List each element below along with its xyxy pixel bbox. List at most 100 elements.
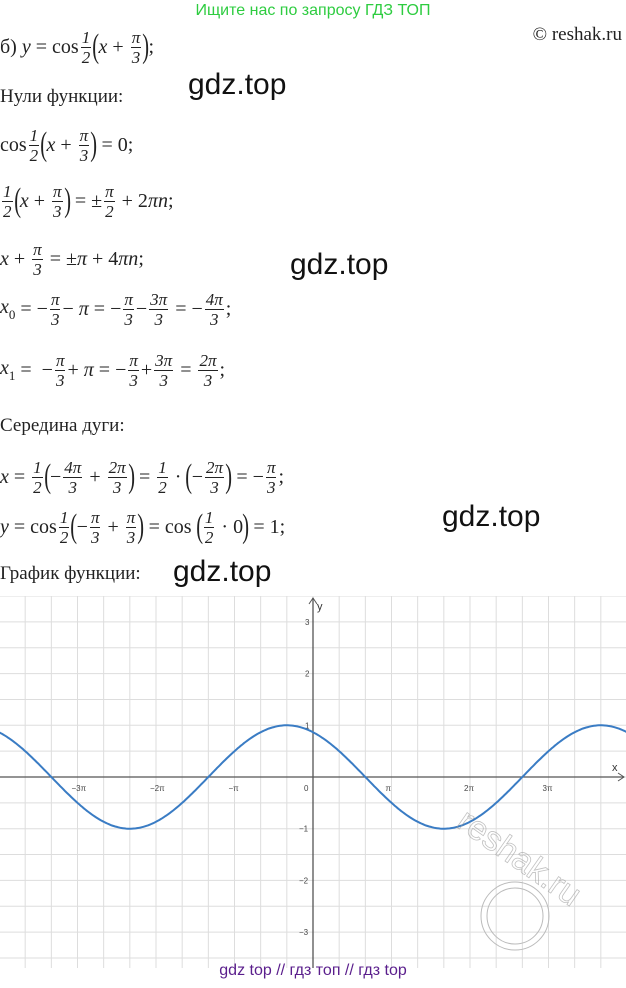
fraction-denominator: 3 — [68, 477, 78, 497]
x-tick-label: 2π — [464, 784, 474, 793]
math-text: = — [175, 358, 197, 381]
math-text: = − — [231, 465, 264, 488]
search-banner: Ищите нас по запросу ГДЗ ТОП — [195, 2, 431, 19]
math-variable: x — [0, 247, 9, 270]
label-zeros: Нули функции: — [0, 86, 124, 107]
formula-mid-y: y = cos 1 2(− π 3 + π 3) = cos (1 2 · 0) = 1; — [0, 502, 285, 552]
fraction-denominator: 3 — [131, 47, 141, 67]
fraction-denominator: 3 — [203, 370, 213, 390]
math-text: · 0 — [216, 515, 244, 538]
math-variable: y — [21, 35, 31, 58]
fraction-numerator: π — [32, 239, 43, 260]
fraction-numerator: 2π — [205, 457, 225, 478]
y-axis-arrow-icon — [308, 597, 318, 605]
math-text: ; — [138, 247, 144, 270]
fraction-denominator: 3 — [124, 309, 133, 329]
footer-links: gdz top // гдз топ // гдз top — [219, 962, 407, 979]
math-text: − — [76, 515, 88, 538]
label-arc-mid: Середина дуги: — [0, 415, 125, 436]
math-text: = — [133, 465, 156, 488]
math-paren: ( — [195, 508, 203, 545]
math-text: + 4 — [87, 247, 119, 270]
copyright-watermark-icon — [486, 887, 544, 945]
fraction-denominator: 2 — [105, 201, 114, 221]
math-text: ; — [148, 35, 155, 58]
math-text: = − — [88, 297, 122, 320]
math-variable: x — [0, 465, 9, 488]
math-text: + — [84, 465, 106, 488]
fraction-numerator: 1 — [58, 507, 70, 528]
fraction-numerator: 1 — [2, 181, 13, 202]
fraction-denominator: 2 — [59, 527, 69, 547]
math-variable: πn — [147, 189, 168, 212]
watermark-text: reshak.ru — [450, 801, 588, 913]
math-variable: x — [98, 35, 108, 58]
fraction-denominator: 3 — [55, 370, 65, 390]
formula-function: б) y = cos 1 2(x + π 3); — [0, 22, 154, 72]
math-paren: ( — [40, 126, 48, 163]
fraction-numerator: 1 — [80, 27, 92, 48]
fraction-numerator: 1 — [157, 457, 168, 478]
fraction-denominator: 3 — [210, 477, 219, 497]
math-text: = — [8, 465, 31, 488]
math-fraction: 2π 3 — [205, 457, 225, 497]
fraction-numerator: π — [123, 289, 134, 310]
math-paren: ) — [127, 458, 135, 495]
fraction-denominator: 3 — [50, 309, 60, 329]
x-axis-arrow-icon — [617, 772, 625, 782]
fraction-denominator: 3 — [90, 527, 100, 547]
math-subscripted: x1 — [0, 357, 15, 384]
math-text: + — [67, 358, 84, 381]
fraction-numerator: π — [130, 27, 142, 48]
fraction-numerator: 1 — [203, 507, 215, 528]
math-variable: y — [0, 515, 9, 538]
fraction-denominator: 2 — [204, 527, 214, 547]
math-paren: ( — [13, 182, 21, 219]
fraction-denominator: 2 — [3, 201, 12, 221]
math-text: − — [191, 465, 204, 488]
math-fraction: 4π 3 — [204, 289, 224, 329]
math-variable: π — [78, 297, 89, 320]
fraction-denominator: 3 — [126, 527, 136, 547]
x-tick-label: 0 — [304, 784, 309, 793]
math-text: = ± — [44, 247, 77, 270]
math-fraction: 2π 3 — [198, 351, 218, 390]
math-variable: x — [46, 133, 56, 156]
math-text: + — [107, 35, 129, 58]
label-graph: График функции: — [0, 563, 141, 584]
x-axis-label: x — [612, 762, 618, 774]
y-tick-label: −1 — [299, 825, 309, 834]
fraction-numerator: π — [125, 507, 137, 528]
fraction-numerator: 2π — [107, 457, 127, 478]
math-fraction: 3π 3 — [154, 351, 174, 390]
math-subscripted: x0 — [0, 296, 15, 323]
y-axis-label: y — [317, 601, 323, 613]
math-paren: ( — [70, 508, 78, 545]
math-text: − — [50, 465, 62, 488]
formula-x1: x1 = − π 3 + π = − π 3 +3π 3 = 2π 3; — [0, 345, 225, 395]
math-variable: π — [76, 247, 87, 270]
math-text: + — [140, 358, 153, 381]
math-text: = cos — [8, 515, 57, 538]
math-variable: π — [83, 358, 94, 381]
fraction-numerator: π — [52, 181, 63, 202]
x-tick-label: −3π — [72, 784, 87, 793]
fraction-numerator: π — [49, 289, 61, 310]
math-text: = − — [170, 297, 203, 320]
fraction-numerator: 4π — [204, 289, 224, 310]
fraction-numerator: 1 — [28, 125, 40, 146]
fraction-denominator: 3 — [154, 309, 163, 329]
math-paren: ) — [142, 28, 150, 65]
math-text: ; — [219, 358, 226, 381]
fraction-denominator: 3 — [53, 201, 62, 221]
formula-zeros-eq: cos 1 2(x + π 3) = 0; — [0, 120, 133, 170]
